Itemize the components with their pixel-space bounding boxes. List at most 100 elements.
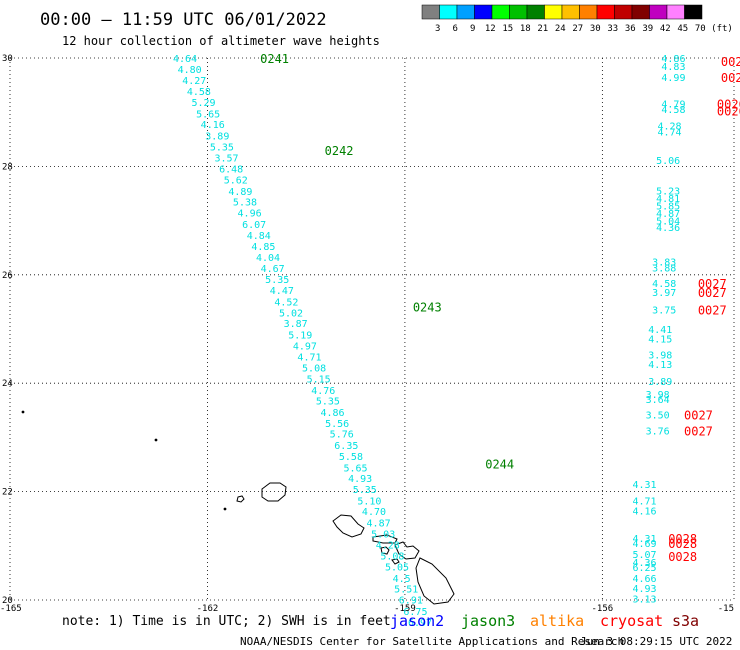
colorbar-label: 21 <box>537 24 548 34</box>
colorbar-label: 30 <box>590 24 601 34</box>
island-dot-nihoa <box>154 438 158 442</box>
swh-value: 5.19 <box>288 331 312 342</box>
swh-value: 5.58 <box>339 452 363 463</box>
island-dot-kaula <box>223 507 227 511</box>
swh-value: 5.35 <box>265 275 289 286</box>
colorbar-swatch <box>596 4 615 20</box>
swh-value: 5.85 <box>656 202 680 213</box>
colorbar-swatch <box>439 4 458 20</box>
swh-value: 3.76 <box>646 426 670 437</box>
pass-label: 0028 <box>668 532 697 546</box>
colorbar-label: 70 <box>695 24 706 34</box>
colorbar-label: 45 <box>677 24 688 34</box>
swh-value: 3.75 <box>652 306 676 317</box>
colorbar-label: 18 <box>520 24 531 34</box>
swh-value: 4.58 <box>661 105 685 116</box>
satellite-legend-cryosat: cryosat <box>600 612 663 630</box>
pass-label: 0027 <box>698 304 727 318</box>
swh-value: 5.35 <box>210 142 234 153</box>
pass-label: 0027 <box>698 286 727 300</box>
swh-value: 4.83 <box>661 62 685 73</box>
swh-value: 4.70 <box>362 507 386 518</box>
swh-value: 5.65 <box>343 463 367 474</box>
swh-value: 6.91 <box>399 596 423 607</box>
y-tick-label: 30 <box>2 54 13 64</box>
swh-value: 5.10 <box>357 496 381 507</box>
swh-value: 6.35 <box>334 441 358 452</box>
swh-value: 3.87 <box>284 319 308 330</box>
colorbar-swatch <box>649 4 668 20</box>
swh-value: 4.93 <box>348 474 372 485</box>
pass-label: 0025 <box>721 55 740 69</box>
swh-value: 3.88 <box>652 263 676 274</box>
swh-value: 6.75 <box>403 607 427 618</box>
y-tick-label: 24 <box>2 379 13 389</box>
swh-value: 4.86 <box>320 408 344 419</box>
island-hawaii <box>415 557 455 605</box>
swh-value: 4.71 <box>632 496 656 507</box>
swh-value: 3.98 <box>646 390 670 401</box>
colorbar-label: 6 <box>453 24 458 34</box>
y-tick-label: 28 <box>2 162 13 172</box>
swh-value: 4.36 <box>656 223 680 234</box>
swh-value: 4.97 <box>293 341 317 352</box>
swh-value: 5.38 <box>233 198 257 209</box>
swh-value: 4.87 <box>367 519 391 530</box>
swh-value: 4.27 <box>182 76 206 87</box>
swh-value: 4.67 <box>261 264 285 275</box>
swh-value: 5.06 <box>656 156 680 167</box>
swh-value: 6.07 <box>242 220 266 231</box>
pass-label: 0244 <box>485 458 514 472</box>
x-tick-label: -162 <box>197 604 219 614</box>
colorbar-swatch <box>631 4 650 20</box>
swh-colorbar: 3 6 9 12 15 18 21 24 27 30 33 36 39 42 45 70 <box>421 4 706 34</box>
swh-value: 5.76 <box>330 430 354 441</box>
swh-value: 3.89 <box>648 377 672 388</box>
pass-label: 0027 <box>698 277 727 291</box>
x-tick-label: -165 <box>0 604 22 614</box>
footer-credit: NOAA/NESDIS Center for Satellite Applica… <box>240 635 624 648</box>
swh-value: 4.71 <box>297 353 321 364</box>
swh-value: 4.79 <box>661 100 685 111</box>
swh-value: 4.96 <box>238 209 262 220</box>
colorbar-swatch <box>614 4 633 20</box>
swh-value: 4.31 <box>632 480 656 491</box>
colorbar-swatch <box>579 4 598 20</box>
colorbar-swatch <box>509 4 528 20</box>
colorbar-swatch <box>421 4 440 20</box>
colorbar-label: 27 <box>572 24 583 34</box>
lat-lon-grid <box>9 57 735 601</box>
swh-value: 4.99 <box>661 73 685 84</box>
swh-value: 4.85 <box>251 242 275 253</box>
y-tick-label: 22 <box>2 488 13 498</box>
swh-value: 6.25 <box>632 563 656 574</box>
swh-value: 3.83 <box>652 257 676 268</box>
swh-value: 5.04 <box>656 217 680 228</box>
swh-value: 3.13 <box>632 594 656 605</box>
footer-note: note: 1) Time is in UTC; 2) SWH is in fe… <box>62 614 391 629</box>
swh-value: 4.86 <box>661 54 685 65</box>
satellite-legend-s3a: s3a <box>672 612 699 630</box>
swh-value: 4.69 <box>632 539 656 550</box>
island-maui <box>394 541 420 560</box>
swh-value: 5.08 <box>302 364 326 375</box>
swh-value: 3.57 <box>214 153 238 164</box>
swh-value: 4.5 <box>393 574 411 585</box>
swh-value: 5.08 <box>380 552 404 563</box>
swh-value: 5.35 <box>353 485 377 496</box>
pass-label: 0242 <box>325 144 354 158</box>
swh-value: 4.16 <box>632 507 656 518</box>
swh-value: 3.64 <box>646 395 670 406</box>
swh-value: 5.23 <box>656 186 680 197</box>
swh-value: 4.47 <box>270 286 294 297</box>
swh-value: 4.87 <box>656 209 680 220</box>
swh-value: 4.58 <box>652 279 676 290</box>
colorbar-label: 39 <box>642 24 653 34</box>
hawaii-coastline <box>21 410 455 605</box>
swh-value: 5.15 <box>307 374 331 385</box>
swh-value: 4.81 <box>656 194 680 205</box>
pass-label: 0025 <box>721 71 740 85</box>
swh-value: 4.41 <box>648 325 672 336</box>
swh-value: 4.89 <box>228 187 252 198</box>
